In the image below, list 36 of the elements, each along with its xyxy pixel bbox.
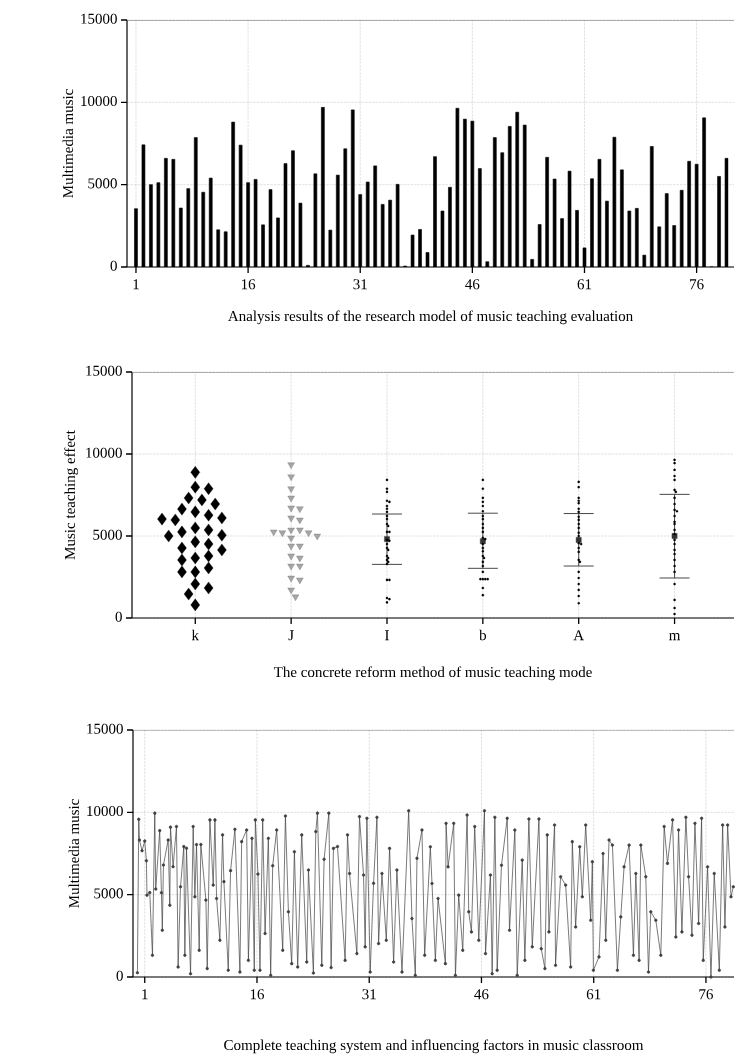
x-tick-label: k	[191, 629, 200, 641]
x-tick-label: 16	[241, 279, 256, 290]
x-tick-label: 16	[250, 989, 265, 1000]
x-tick-label: m	[669, 633, 681, 641]
x-tick-label: 61	[586, 989, 601, 1000]
y-tick-label: 0	[110, 260, 117, 271]
y-axis-title: Music teaching effect	[64, 430, 79, 560]
x-tick-label: J	[288, 630, 294, 641]
y-tick-label: 10000	[86, 447, 122, 458]
x-tick-label: 76	[690, 279, 704, 290]
y-tick-label: 10000	[87, 805, 123, 817]
y-tick-label: 15000	[86, 365, 122, 376]
x-tick-label: I	[385, 630, 389, 641]
x-tick-label: 31	[362, 989, 376, 1000]
x-tick-label: 46	[465, 279, 480, 290]
x-tick-label: A	[573, 630, 584, 641]
x-tick-label: 76	[699, 989, 713, 1000]
x-tick-label: 61	[577, 279, 592, 290]
y-tick-label: 5000	[88, 178, 117, 189]
x-axis-title: Complete teaching system and influencing factors in music classroom	[224, 1039, 644, 1054]
y-tick-label: 5000	[94, 888, 123, 899]
x-tick-label: 46	[474, 989, 489, 1000]
y-axis-title: Multimedia music	[62, 89, 74, 198]
y-tick-label: 0	[115, 611, 122, 622]
x-tick-label: b	[479, 629, 487, 641]
y-tick-label: 15000	[87, 723, 123, 734]
x-tick-label: 1	[133, 279, 139, 290]
y-axis-title: Multimedia music	[68, 799, 80, 908]
x-axis-title: Analysis results of the research model of music teaching evaluation	[228, 310, 633, 325]
x-axis-title: The concrete reform method of music teaching mode	[273, 666, 592, 681]
x-tick-label: 31	[353, 279, 367, 290]
y-tick-label: 5000	[93, 529, 122, 540]
y-tick-label: 0	[116, 970, 123, 981]
y-tick-label: 15000	[81, 13, 117, 24]
y-tick-label: 10000	[81, 95, 117, 107]
x-tick-label: 1	[142, 989, 148, 1000]
